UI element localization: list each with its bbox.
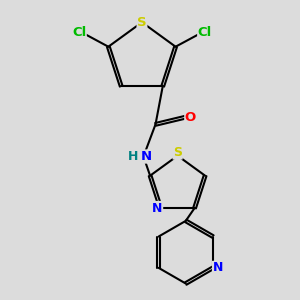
Text: S: S — [137, 16, 147, 29]
Text: H: H — [128, 150, 139, 163]
Text: Cl: Cl — [198, 26, 212, 39]
Text: S: S — [173, 146, 182, 159]
Text: N: N — [212, 261, 223, 274]
Text: Cl: Cl — [72, 26, 86, 39]
Text: N: N — [152, 202, 163, 214]
Text: N: N — [141, 150, 152, 163]
Text: O: O — [185, 111, 196, 124]
